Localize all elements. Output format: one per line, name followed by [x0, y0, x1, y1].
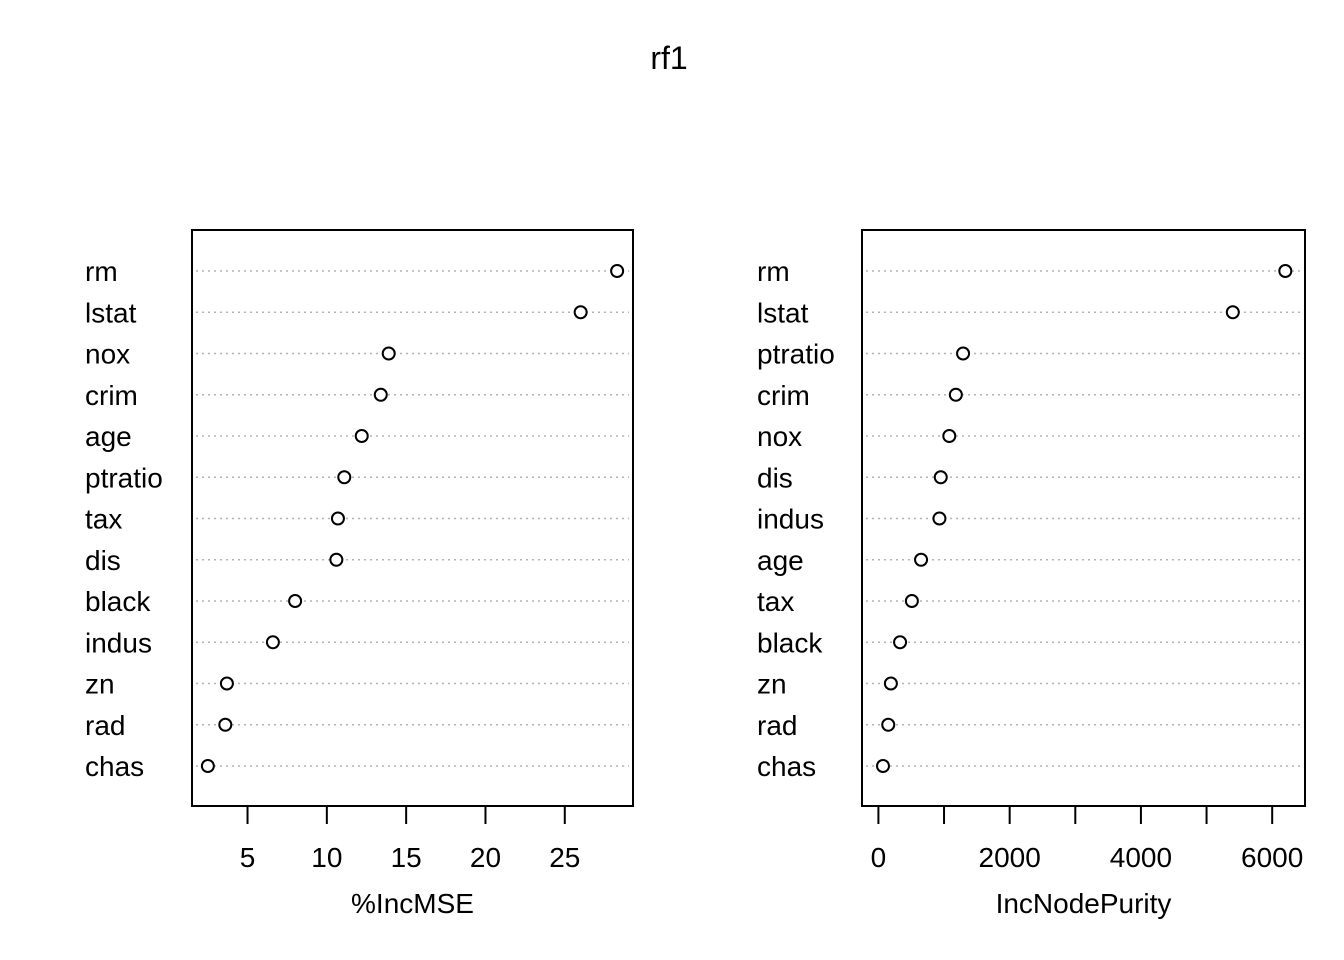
category-label: ptratio	[85, 462, 163, 493]
data-point	[288, 594, 303, 608]
data-point	[932, 511, 947, 526]
category-label: zn	[757, 669, 787, 700]
category-label: zn	[85, 669, 115, 700]
category-label: chas	[85, 751, 144, 782]
category-label: rm	[757, 256, 790, 287]
category-label: lstat	[757, 297, 809, 328]
data-point	[883, 676, 898, 691]
category-label: nox	[85, 339, 130, 370]
x-tick-label: 15	[391, 842, 422, 873]
data-point	[337, 470, 352, 485]
x-axis-label: IncNodePurity	[996, 888, 1172, 919]
category-label: tax	[85, 504, 122, 535]
chart-title: rf1	[650, 40, 687, 76]
category-label: dis	[85, 545, 121, 576]
category-label: chas	[757, 751, 816, 782]
data-point	[1225, 305, 1240, 320]
data-point	[218, 717, 233, 732]
data-point	[893, 635, 908, 650]
category-label: dis	[757, 462, 793, 493]
data-point	[904, 594, 919, 608]
data-point	[876, 759, 891, 773]
category-label: indus	[757, 504, 824, 535]
data-point	[373, 387, 388, 402]
data-point	[573, 305, 588, 320]
category-label: age	[757, 545, 804, 576]
category-label: black	[757, 627, 823, 658]
category-label: indus	[85, 627, 152, 658]
data-point	[219, 676, 234, 691]
panel-incnodepurity: rm lstat ptratio crim nox dis indus age tax black…	[757, 229, 1306, 919]
data-point	[1278, 264, 1293, 278]
data-point	[881, 717, 896, 732]
x-tick-label: 20	[470, 842, 501, 873]
x-tick-label: 2000	[979, 842, 1041, 873]
category-label: crim	[85, 380, 138, 411]
category-label: rad	[85, 710, 125, 741]
data-point	[330, 511, 345, 526]
x-tick-label: 25	[549, 842, 580, 873]
category-label: rm	[85, 256, 118, 287]
x-tick-label: 0	[871, 842, 887, 873]
category-label: age	[85, 421, 132, 452]
data-point	[956, 346, 971, 361]
category-label: ptratio	[757, 339, 835, 370]
data-point	[942, 429, 957, 443]
x-tick-label: 10	[311, 842, 342, 873]
x-axis-label: %IncMSE	[351, 888, 474, 919]
data-point	[329, 552, 344, 567]
x-tick-label: 5	[240, 842, 256, 873]
panel-incmse: rm lstat nox crim age ptratio tax dis black indus…	[85, 229, 634, 919]
category-label: lstat	[85, 297, 137, 328]
category-label: nox	[757, 421, 802, 452]
category-label: tax	[757, 586, 794, 617]
category-label: rad	[757, 710, 797, 741]
data-point	[914, 552, 929, 567]
category-label: black	[85, 586, 151, 617]
data-point	[354, 429, 369, 443]
data-point	[933, 470, 948, 485]
data-point	[265, 635, 280, 650]
category-label: crim	[757, 380, 810, 411]
data-point	[381, 346, 396, 361]
x-tick-label: 6000	[1241, 842, 1303, 873]
x-tick-label: 4000	[1110, 842, 1172, 873]
data-point	[610, 264, 625, 278]
data-point	[200, 759, 215, 773]
data-point	[948, 387, 963, 402]
